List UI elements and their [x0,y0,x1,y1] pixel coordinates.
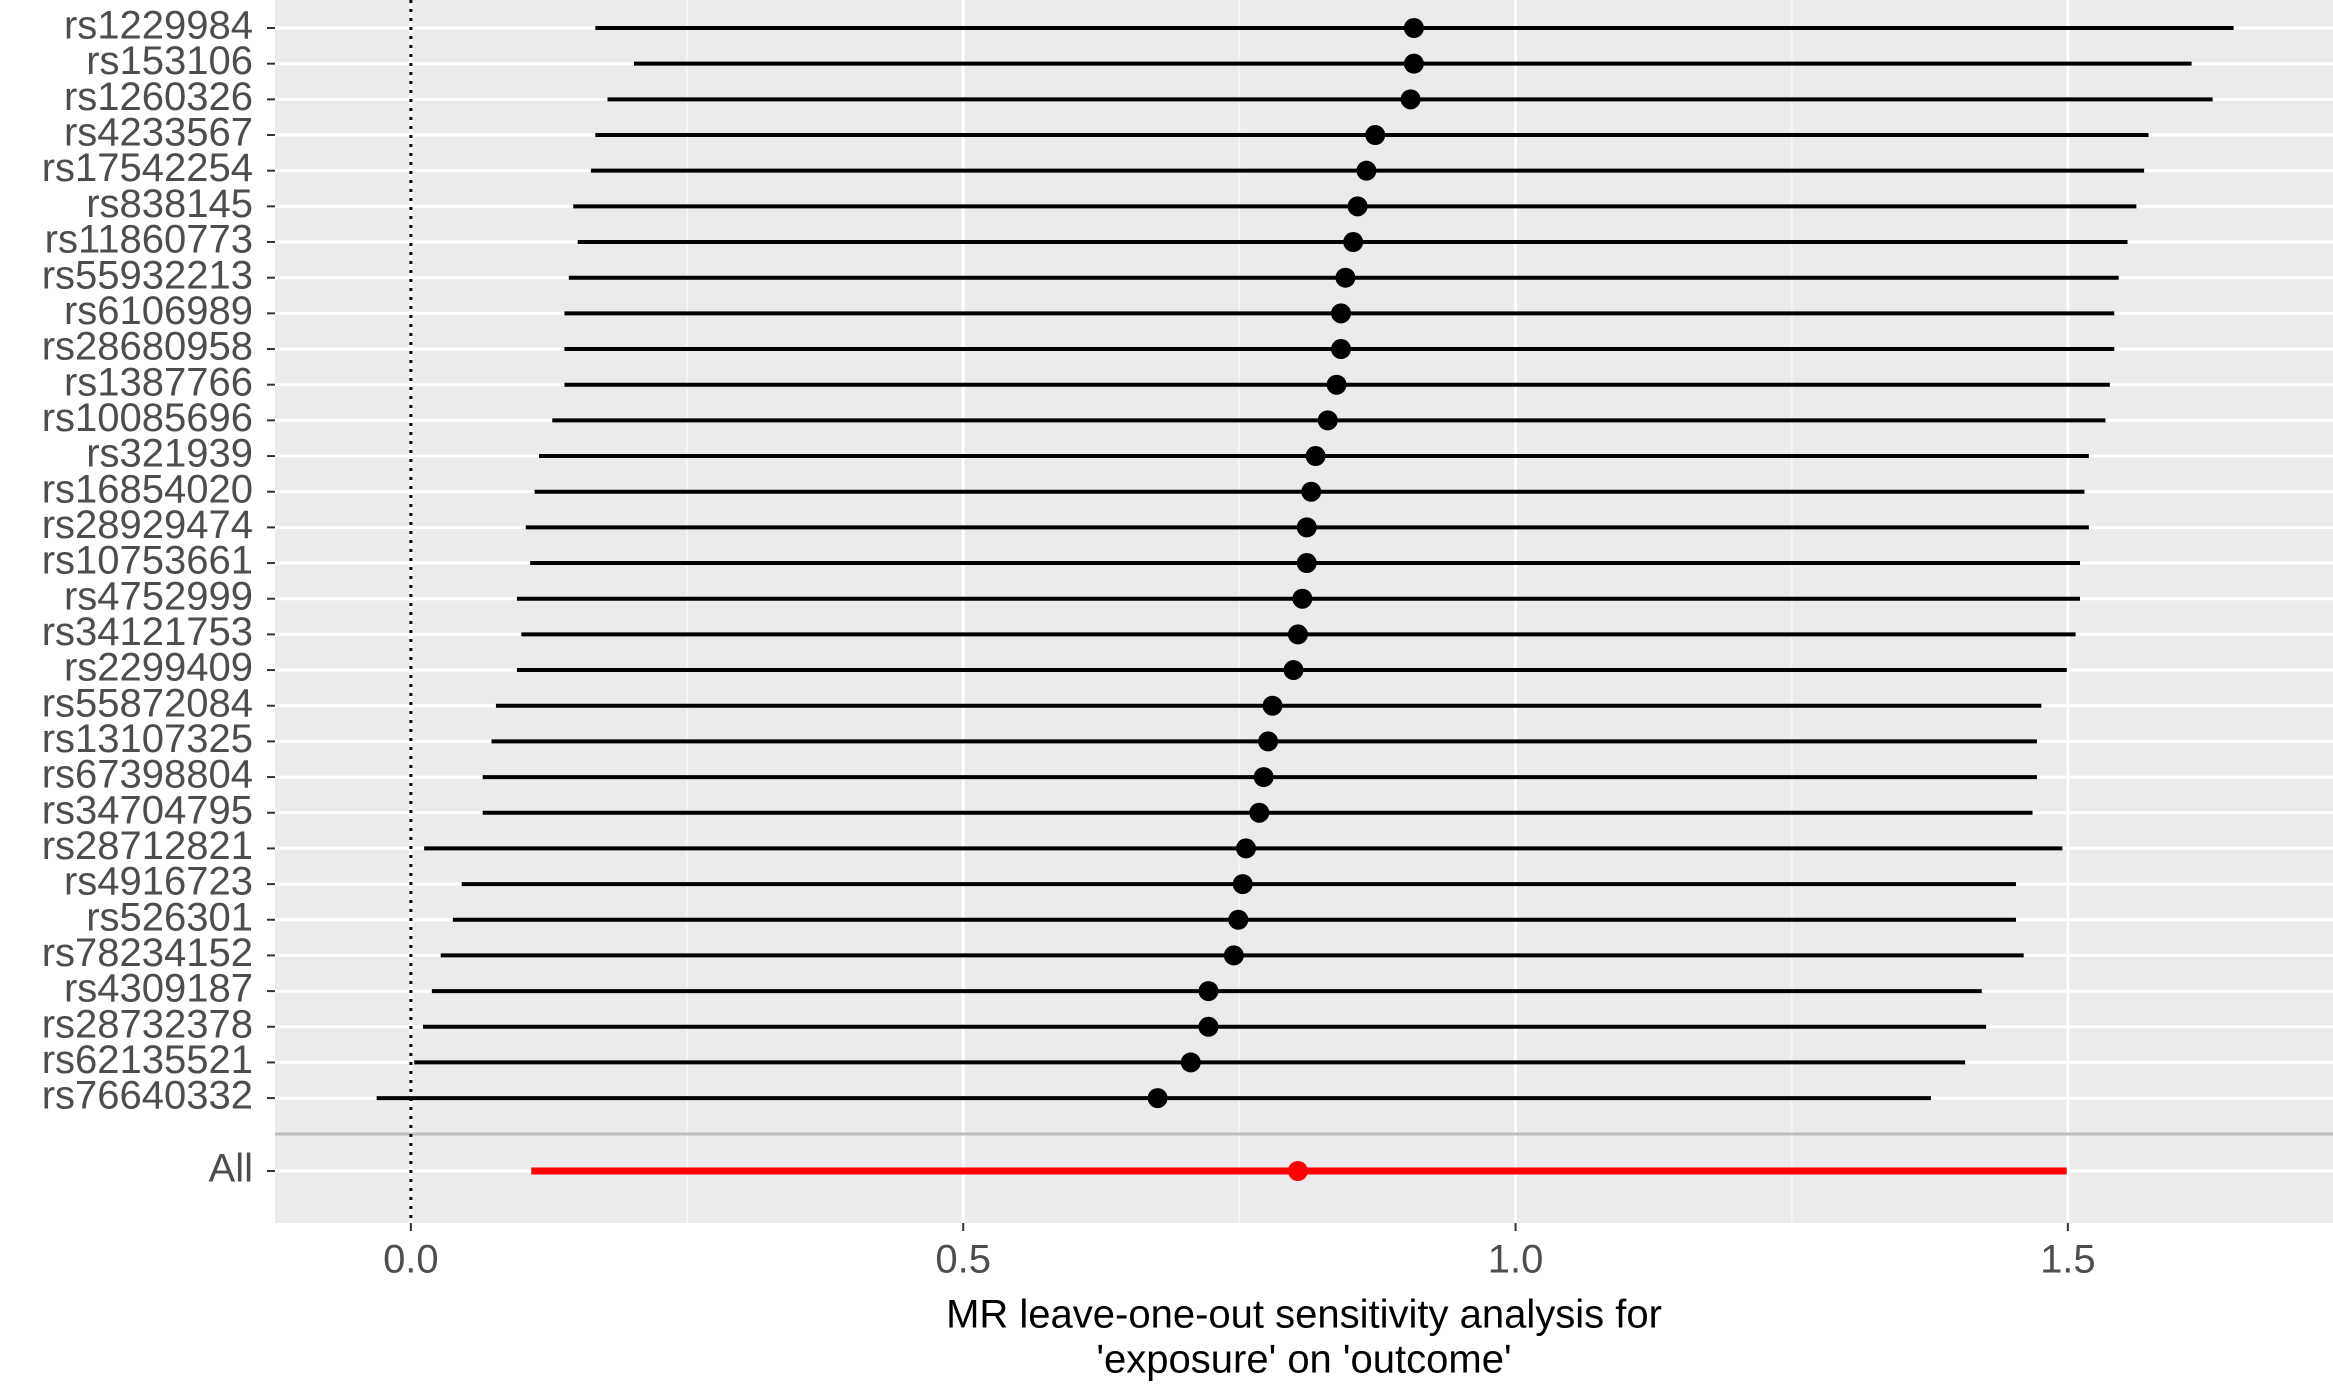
y-tick-label: rs34704795 [42,788,253,832]
y-tick-label: rs153106 [86,39,253,83]
y-tick-label: rs28680958 [42,325,253,369]
estimate-point [1403,53,1424,74]
y-tick-label: rs55932213 [42,253,253,297]
estimate-point [1228,909,1249,930]
x-axis-title: MR leave-one-out sensitivity analysis fo… [946,1293,1662,1337]
estimate-point [1262,695,1283,716]
y-tick-label: rs28712821 [42,824,253,868]
estimate-point [1331,303,1352,324]
estimate-point [1356,160,1377,181]
estimate-point [1232,874,1253,895]
x-tick-label: 0.0 [383,1238,439,1282]
estimate-point [1296,517,1317,538]
y-tick-label: rs13107325 [42,717,253,761]
x-tick-label: 1.5 [2040,1238,2096,1282]
estimate-point [1287,624,1308,645]
estimate-point [1249,802,1270,823]
estimate-point [1335,267,1356,288]
estimate-point [1223,945,1244,966]
y-tick-label: rs1260326 [64,75,253,119]
estimate-point [1253,767,1274,788]
y-tick-label: rs62135521 [42,1038,253,1082]
estimate-point [1258,731,1279,752]
y-tick-label: rs4752999 [64,574,253,618]
estimate-point [1236,838,1257,859]
y-tick-label: rs55872084 [42,681,253,725]
estimate-point [1331,339,1352,360]
y-tick-label: rs78234152 [42,931,253,975]
y-tick-label: All [209,1147,253,1191]
estimate-point [1198,1016,1219,1037]
y-tick-label: rs17542254 [42,146,253,190]
y-tick-label: rs1229984 [64,4,253,48]
summary-point [1287,1161,1308,1181]
y-tick-label: rs6106989 [64,289,253,333]
estimate-point [1283,660,1304,681]
y-tick-label: rs1387766 [64,360,253,404]
estimate-point [1180,1052,1201,1073]
y-tick-label: rs838145 [86,182,253,226]
y-tick-label: rs4309187 [64,967,253,1011]
y-tick-label: rs76640332 [42,1074,253,1118]
y-tick-label: rs10753661 [42,539,253,583]
y-tick-label: rs11860773 [45,218,253,262]
y-tick-label: rs28732378 [42,1002,253,1046]
y-tick-label: rs321939 [86,432,253,476]
panel [275,0,2333,1223]
x-axis-title: 'exposure' on 'outcome' [1096,1338,1511,1382]
y-tick-label: rs2299409 [64,646,253,690]
y-tick-label: rs10085696 [42,396,253,440]
y-tick-label: rs4916723 [64,860,253,904]
y-tick-label: rs16854020 [42,467,253,511]
estimate-point [1292,588,1313,609]
y-tick-label: rs4233567 [64,111,253,155]
y-tick-label: rs28929474 [42,503,253,547]
y-tick-label: rs526301 [86,895,253,939]
estimate-point [1326,374,1347,395]
estimate-point [1347,196,1368,217]
y-tick-label: rs34121753 [42,610,253,654]
estimate-point [1403,18,1424,38]
estimate-point [1305,446,1326,467]
estimate-point [1400,89,1421,110]
estimate-point [1317,410,1338,431]
estimate-point [1301,481,1322,502]
estimate-point [1198,981,1219,1002]
estimate-point [1365,125,1386,146]
estimate-point [1147,1088,1168,1109]
x-tick-label: 1.0 [1488,1238,1544,1282]
y-tick-label: rs67398804 [42,753,253,797]
estimate-point [1296,553,1317,574]
estimate-point [1343,232,1364,253]
x-tick-label: 0.5 [935,1238,991,1282]
